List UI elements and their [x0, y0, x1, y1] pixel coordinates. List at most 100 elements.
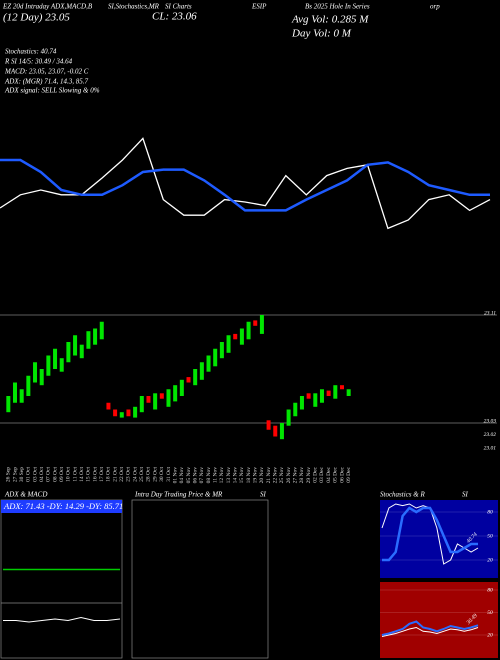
- x-tick-label: 29 Nov: [306, 467, 312, 484]
- candle-body: [166, 389, 171, 407]
- candle-body: [293, 402, 298, 417]
- candle-body: [226, 335, 231, 353]
- x-tick-label: 21 Oct: [112, 467, 118, 482]
- candle-body: [33, 362, 38, 383]
- candle-body: [246, 321, 251, 340]
- candle-body: [79, 344, 84, 359]
- candle-body: [39, 369, 44, 386]
- series-line: [381, 626, 479, 637]
- candle-body: [6, 396, 11, 413]
- x-tick-label: 03 Oct: [32, 467, 38, 482]
- candle-body: [59, 358, 64, 372]
- candle-body: [153, 393, 158, 410]
- series-line: [382, 506, 478, 562]
- x-tick-label: 06 Nov: [192, 467, 198, 484]
- candle-body: [26, 375, 31, 396]
- x-tick-label: 14 Nov: [232, 467, 238, 484]
- x-tick-label: 21 Nov: [266, 467, 272, 484]
- x-tick-label: 25 Nov: [279, 467, 285, 484]
- x-tick-label: 27 Sep: [12, 467, 18, 482]
- x-tick-label: 28 Oct: [146, 467, 152, 482]
- candle-body: [19, 389, 24, 403]
- candle-body: [66, 342, 71, 363]
- candle-body: [193, 369, 198, 386]
- candle-body: [53, 348, 58, 369]
- x-tick-label: 08 Oct: [52, 467, 58, 482]
- x-tick-label: 26 Sep: [6, 467, 12, 482]
- x-tick-label: 04 Dec: [326, 466, 332, 482]
- candle-body: [46, 355, 51, 376]
- x-tick-label: 13 Nov: [226, 467, 232, 484]
- x-tick-label: 09 Dec: [346, 466, 352, 482]
- x-tick-label: 30 Oct: [159, 467, 165, 482]
- candle-body: [73, 335, 78, 356]
- candle-body: [206, 355, 211, 372]
- day-close: (12 Day) 23.05: [3, 12, 70, 24]
- candle-body: [299, 396, 304, 410]
- close-price: CL: 23.06: [152, 11, 197, 23]
- x-tick-label: 01 Oct: [26, 467, 32, 482]
- header-text: orp: [430, 3, 440, 11]
- x-tick-label: 22 Oct: [119, 467, 125, 482]
- stat: Stochastics: 40.74: [5, 48, 57, 56]
- x-tick-label: 11 Oct: [72, 467, 78, 482]
- candle-body: [213, 348, 218, 367]
- x-tick-label: 05 Dec: [333, 466, 339, 482]
- y-tick-label: 80: [487, 587, 493, 593]
- x-tick-label: 17 Oct: [99, 467, 105, 482]
- header-text: ESIP: [251, 3, 267, 11]
- candle-body: [179, 379, 184, 396]
- panel-title: SI: [260, 491, 267, 499]
- avg-vol: Avg Vol: 0.285 M: [291, 14, 369, 26]
- x-tick-label: 24 Oct: [132, 467, 138, 482]
- candle-body: [306, 393, 311, 399]
- candle-body: [279, 423, 284, 440]
- stat: ADX signal: SELL Slowing & 0%: [4, 87, 100, 95]
- candle-body: [346, 389, 351, 396]
- candle-body: [239, 328, 244, 345]
- candle-body: [259, 315, 264, 334]
- candle-body: [119, 412, 124, 418]
- header-text: SI Charts: [165, 3, 192, 11]
- candle-body: [106, 402, 111, 410]
- candle-body: [93, 328, 98, 345]
- candle-body: [173, 385, 178, 402]
- candle-body: [199, 362, 204, 380]
- candle-body: [146, 396, 151, 403]
- x-tick-label: 07 Oct: [46, 467, 52, 482]
- candle-body: [99, 321, 104, 340]
- candle-body: [326, 390, 331, 396]
- stat: R SI 14/5: 30.49 / 34.64: [4, 58, 73, 66]
- candle-body: [126, 409, 131, 417]
- candle-body: [133, 406, 138, 418]
- y-tick-label: 20: [487, 557, 493, 563]
- candle-body: [253, 320, 258, 326]
- candle-body: [273, 425, 278, 437]
- y-tick-label: 80: [487, 509, 493, 515]
- x-tick-label: 30 Sep: [19, 467, 25, 482]
- candle-body: [159, 393, 164, 399]
- candle-body: [233, 333, 238, 340]
- x-tick-label: 11 Nov: [212, 467, 218, 483]
- panel-title: ADX & MACD: [4, 491, 47, 499]
- candle-body: [266, 420, 271, 430]
- x-tick-label: 22 Nov: [273, 467, 279, 484]
- y-tick-label: 23.11: [484, 310, 496, 316]
- x-tick-label: 10 Oct: [66, 467, 72, 482]
- x-tick-label: 25 Oct: [139, 467, 145, 482]
- x-tick-label: 18 Oct: [106, 467, 112, 482]
- day-vol: Day Vol: 0 M: [291, 28, 352, 40]
- stat: ADX: (MGR) 71.4, 14.3, 85.7: [4, 78, 89, 86]
- y-tick-label: 20: [487, 632, 493, 638]
- candle-body: [319, 389, 324, 403]
- series-line: [0, 158, 490, 212]
- y-tick-label: 23.03: [484, 418, 497, 424]
- x-tick-label: 26 Nov: [286, 467, 292, 484]
- x-tick-label: 23 Oct: [126, 467, 132, 482]
- candle-body: [339, 385, 344, 390]
- x-tick-label: 08 Nov: [206, 467, 212, 484]
- panel-title: SI: [462, 491, 469, 499]
- candle-body: [13, 382, 18, 403]
- x-tick-label: 19 Nov: [253, 467, 259, 484]
